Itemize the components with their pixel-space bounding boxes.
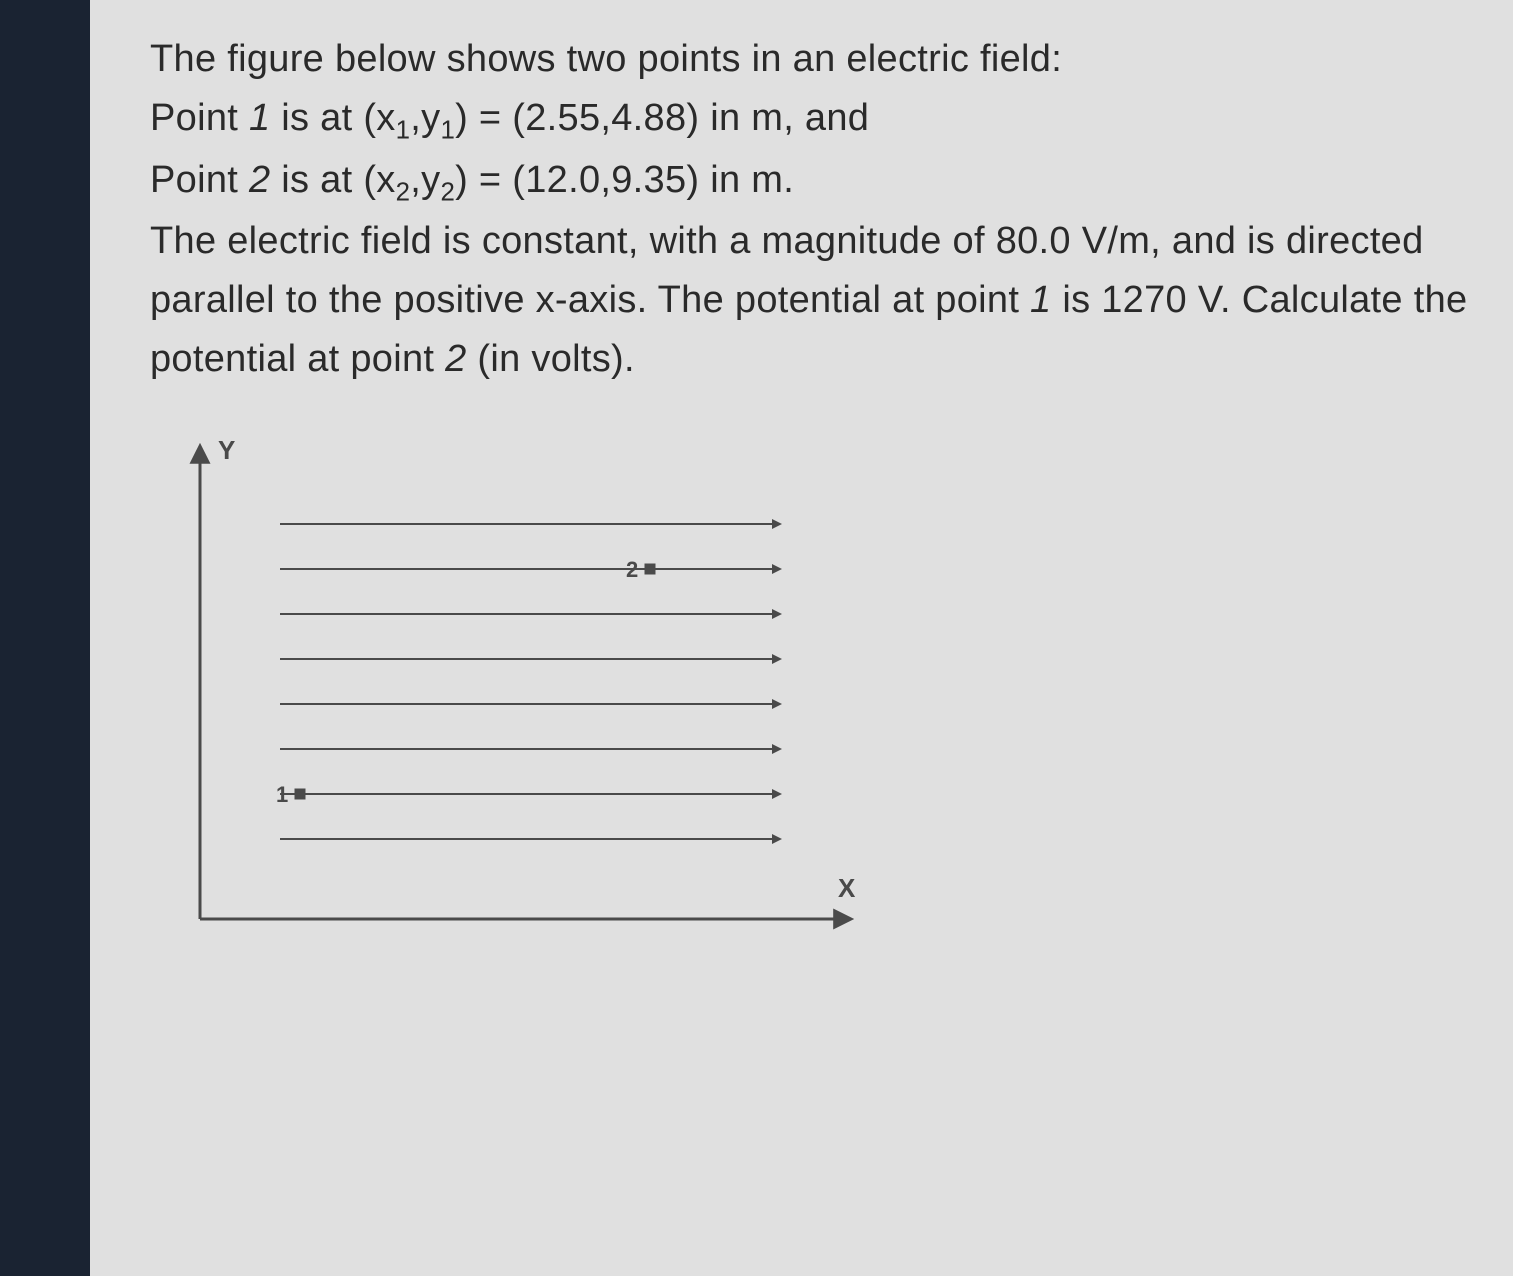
- t: is at (x: [270, 159, 395, 201]
- point-2-label: 2: [626, 557, 638, 582]
- sub: 1: [440, 116, 455, 144]
- point2-num: 2: [249, 159, 270, 201]
- p1: 1: [1030, 279, 1051, 321]
- t: Point: [150, 159, 249, 201]
- v1-value: 1270: [1101, 279, 1187, 321]
- point2-coords: 12.0,9.35: [525, 159, 686, 201]
- t: ) in m.: [686, 159, 794, 201]
- figure-svg: Y X 1 2: [170, 429, 890, 949]
- t: is at (x: [270, 97, 395, 139]
- page-content: The figure below shows two points in an …: [90, 0, 1513, 1276]
- t: ,y: [410, 97, 440, 139]
- point-1-marker: [295, 788, 306, 799]
- text-line-3: Point 2 is at (x2,y2) = (12.0,9.35) in m…: [150, 151, 1473, 213]
- point-2-marker: [645, 563, 656, 574]
- x-axis-label: X: [838, 873, 856, 903]
- efield-magnitude: 80.0: [996, 220, 1071, 262]
- sub: 2: [440, 178, 455, 206]
- p2: 2: [445, 338, 466, 380]
- electric-field-figure: Y X 1 2: [170, 429, 1473, 954]
- sub: 2: [396, 178, 411, 206]
- text-line-4: The electric field is constant, with a m…: [150, 212, 1473, 389]
- t: (in volts).: [467, 338, 635, 380]
- point1-coords: 2.55,4.88: [525, 97, 686, 139]
- point1-num: 1: [249, 97, 270, 139]
- problem-statement: The figure below shows two points in an …: [150, 30, 1473, 389]
- t: ) = (: [455, 97, 525, 139]
- text-line-2: Point 1 is at (x1,y1) = (2.55,4.88) in m…: [150, 89, 1473, 151]
- point-1-label: 1: [276, 782, 288, 807]
- t: ) = (: [455, 159, 525, 201]
- t: The electric field is constant, with a m…: [150, 220, 996, 262]
- t: is: [1051, 279, 1101, 321]
- y-axis-label: Y: [218, 435, 235, 465]
- t: Point: [150, 97, 249, 139]
- text-line-1: The figure below shows two points in an …: [150, 30, 1473, 89]
- t: ) in m, and: [686, 97, 869, 139]
- t: ,y: [410, 159, 440, 201]
- sub: 1: [396, 116, 411, 144]
